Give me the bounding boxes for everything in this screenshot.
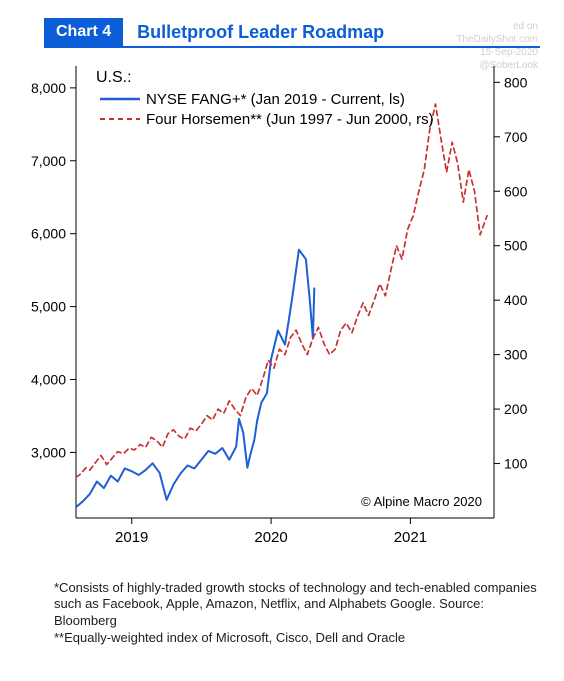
chart-badge: Chart 4: [44, 18, 123, 46]
footnotes: *Consists of highly-traded growth stocks…: [54, 580, 540, 647]
y-right-tick-label: 100: [504, 456, 528, 472]
watermark-line: ed on: [456, 20, 538, 33]
y-left-tick-label: 7,000: [31, 153, 66, 169]
chart-svg: 3,000 4,000 5,000 6,000 7,000 8,000 100 200 300 4…: [10, 54, 554, 574]
y-left-tick-label: 4,000: [31, 371, 66, 387]
legend-label-2: Four Horsemen** (Jun 1997 - Jun 2000, rs…: [146, 111, 434, 128]
chart-area: 3,000 4,000 5,000 6,000 7,000 8,000 100 200 300 4…: [10, 54, 554, 574]
legend-label-1: NYSE FANG+* (Jan 2019 - Current, ls): [146, 91, 405, 108]
x-tick-label: 2020: [254, 529, 287, 546]
y-right-tick-label: 300: [504, 347, 528, 363]
footnote-1: *Consists of highly-traded growth stocks…: [54, 580, 540, 629]
chart-header: Chart 4 Bulletproof Leader Roadmap: [44, 18, 384, 46]
y-left-tick-label: 6,000: [31, 226, 66, 242]
x-tick-label: 2019: [115, 529, 148, 546]
chart-credit: © Alpine Macro 2020: [361, 494, 482, 509]
x-tick-label: 2021: [394, 529, 427, 546]
y-right-tick-label: 400: [504, 292, 528, 308]
footnote-2: **Equally-weighted index of Microsoft, C…: [54, 630, 540, 646]
y-right-tick-label: 800: [504, 74, 528, 90]
watermark-line: TheDailyShot.com: [456, 33, 538, 46]
page: Chart 4 Bulletproof Leader Roadmap ed on…: [0, 0, 564, 681]
series-nyse-fang-: [76, 250, 314, 507]
legend-region: U.S.:: [96, 69, 132, 86]
y-left-tick-label: 3,000: [31, 444, 66, 460]
y-left-tick-label: 5,000: [31, 299, 66, 315]
y-right-tick-label: 200: [504, 401, 528, 417]
series-four-horsemen: [76, 104, 487, 477]
y-right-tick-label: 700: [504, 129, 528, 145]
y-right-tick-label: 500: [504, 238, 528, 254]
y-right-tick-label: 600: [504, 183, 528, 199]
chart-title: Bulletproof Leader Roadmap: [123, 18, 384, 46]
y-left-tick-label: 8,000: [31, 80, 66, 96]
